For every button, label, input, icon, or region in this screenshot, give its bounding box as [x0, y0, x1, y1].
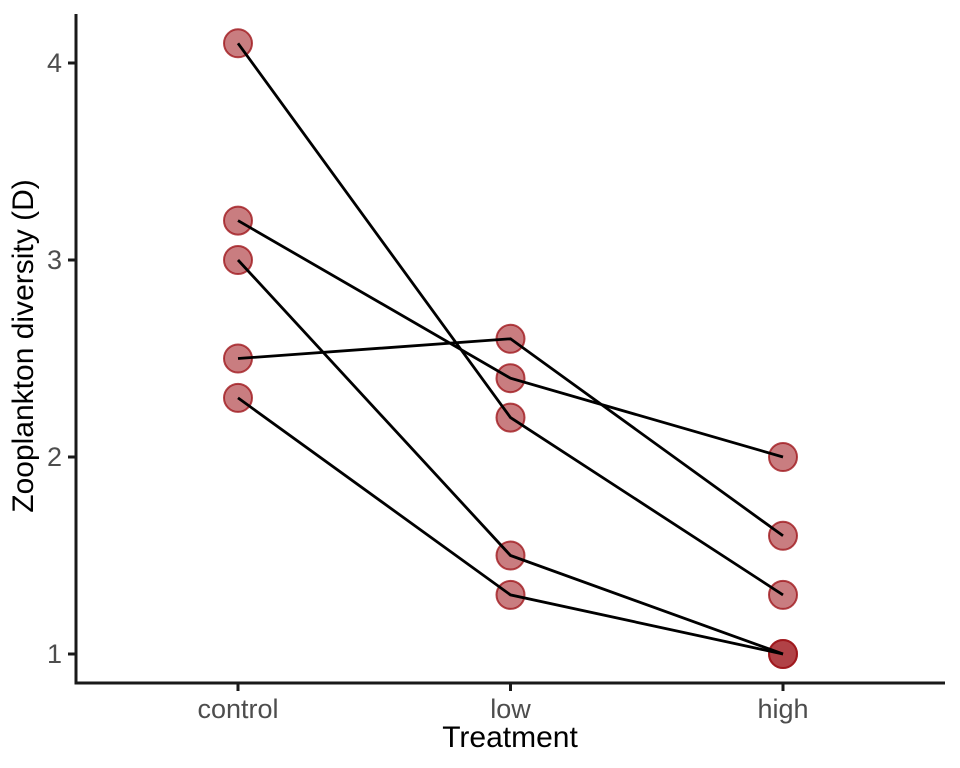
x-tick-label: control — [197, 694, 279, 724]
x-axis-title: Treatment — [442, 721, 578, 754]
y-tick-label: 3 — [46, 245, 62, 275]
series-line — [237, 219, 784, 459]
series-line — [236, 42, 784, 597]
y-tick-label: 1 — [46, 639, 62, 669]
y-tick-label: 4 — [46, 48, 62, 78]
x-tick-label: high — [757, 694, 809, 724]
series-line — [237, 396, 784, 656]
x-tick-label: low — [490, 694, 531, 724]
y-tick-label: 2 — [46, 442, 62, 472]
series-line — [237, 337, 784, 537]
series-line — [236, 259, 784, 656]
